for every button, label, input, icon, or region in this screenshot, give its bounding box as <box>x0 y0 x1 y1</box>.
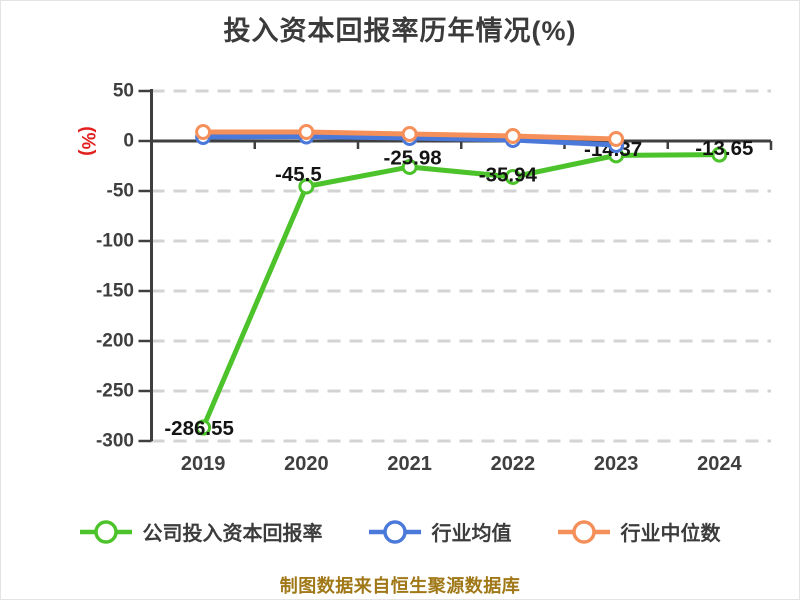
y-tick-label: -100 <box>96 231 134 252</box>
industry-median-data-point-marker <box>504 128 521 144</box>
data-point-label: -45.5 <box>275 163 322 186</box>
x-axis-label: 2024 <box>697 453 742 475</box>
industry-median-legend-marker <box>557 519 610 544</box>
legend-item-company[interactable]: 公司投入资本回报率 <box>79 517 323 546</box>
y-tick-label: -250 <box>96 381 134 402</box>
data-source-footer: 制图数据来自恒生聚源数据库 <box>279 576 521 596</box>
y-tick-label: -200 <box>96 331 134 352</box>
x-axis-label: 2023 <box>594 453 639 475</box>
data-point-label: -25.98 <box>384 146 442 169</box>
legend-label-industry-median: 行业中位数 <box>620 523 721 545</box>
y-tick-label: 50 <box>113 81 134 102</box>
industry-mean-legend-marker <box>368 519 421 544</box>
legend-label-industry-mean: 行业均值 <box>431 523 512 545</box>
legend-item-industry-median[interactable]: 行业中位数 <box>557 517 721 546</box>
company-data-point-marker <box>298 178 315 195</box>
legend-item-industry-mean[interactable]: 行业均值 <box>368 517 512 546</box>
company-series-line <box>200 152 722 431</box>
chart-title: 投入资本回报率历年情况(%) <box>223 16 577 46</box>
company-data-point-marker <box>504 168 521 185</box>
data-point-label: -35.94 <box>479 163 538 186</box>
y-tick-label: 0 <box>123 131 134 152</box>
company-data-point-marker <box>401 158 418 175</box>
industry-median-data-point-marker <box>608 131 625 147</box>
data-point-label: -13.65 <box>695 137 753 160</box>
industry-median-data-point-marker <box>298 124 315 140</box>
x-axis-label: 2020 <box>284 453 329 475</box>
company-data-point-marker <box>195 419 212 436</box>
x-axis-label: 2021 <box>387 453 432 475</box>
x-axis-label: 2022 <box>491 453 536 475</box>
data-point-label: -286.55 <box>164 417 234 440</box>
x-axis-label: 2019 <box>181 453 226 475</box>
industry-median-data-point-marker <box>401 126 418 142</box>
chart-legend: 公司投入资本回报率 行业均值 行业中位数 <box>1 517 799 546</box>
y-tick-label: -150 <box>96 281 134 302</box>
y-tick-label: -300 <box>96 431 134 452</box>
company-legend-marker <box>79 519 132 544</box>
legend-label-company: 公司投入资本回报率 <box>142 523 323 545</box>
industry-median-data-point-marker <box>195 124 212 140</box>
company-data-point-marker <box>711 146 728 163</box>
y-tick-label: -50 <box>107 181 134 202</box>
